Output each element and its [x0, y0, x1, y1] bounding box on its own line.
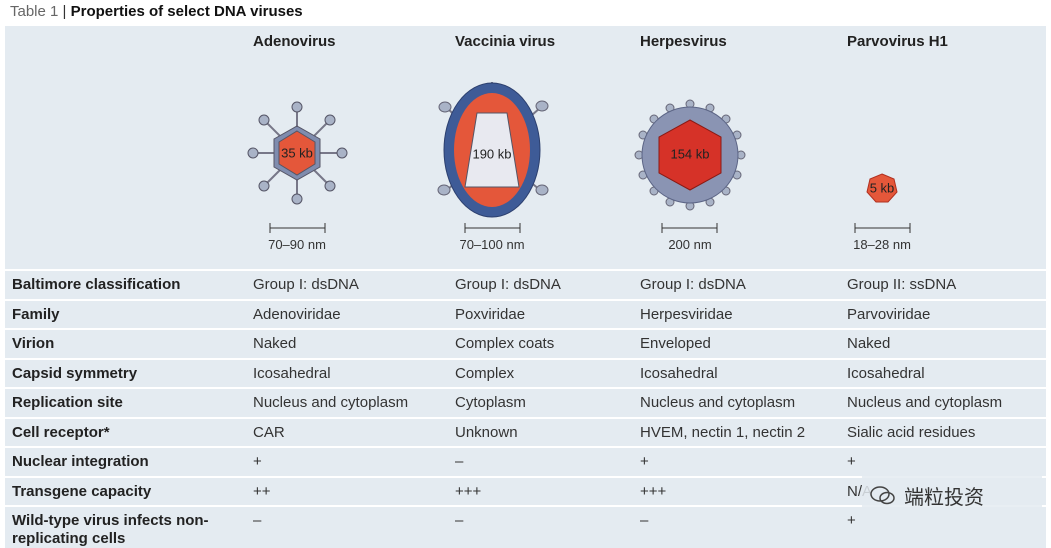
- table-cell: Icosahedral: [253, 364, 331, 382]
- table-row: Virion Naked Complex coats Enveloped Naked: [5, 328, 1046, 358]
- table-cell: +: [847, 453, 856, 470]
- table-cell: Complex coats: [455, 335, 555, 352]
- table-cell: Cytoplasm: [455, 394, 526, 411]
- row-label: Capsid symmetry: [12, 364, 138, 382]
- scale-label: 70–100 nm: [459, 237, 525, 252]
- column-header: Parvovirus H1: [847, 33, 948, 50]
- table-cell: Naked: [847, 335, 891, 352]
- table-cell: Enveloped: [640, 335, 711, 352]
- table-cell: Nucleus and cytoplasm: [253, 394, 409, 411]
- table-cell: Poxviridae: [455, 305, 526, 323]
- scale-label: 200 nm: [668, 237, 712, 252]
- genome-size: 35 kb: [281, 145, 313, 160]
- genome-size: 154 kb: [670, 146, 709, 161]
- table-cell: Icosahedral: [847, 364, 925, 382]
- table-cell: –: [455, 512, 464, 529]
- table-cell: Sialic acid residues: [847, 423, 976, 441]
- table-cell: +: [253, 453, 262, 470]
- table-cell: Group I: dsDNA: [253, 276, 359, 293]
- table-cell: +: [640, 453, 649, 470]
- table-title: Table 1 | Properties of select DNA virus…: [10, 3, 303, 20]
- table-cell: Nucleus and cytoplasm: [640, 394, 796, 411]
- table-cell: Complex: [455, 364, 515, 382]
- illustrations: 35 kb 190 kb 154 kb 5 kb: [247, 82, 911, 233]
- table-row: Cell receptor* CAR Unknown HVEM, nectin 1, …: [5, 416, 1046, 447]
- table-cell: Group I: dsDNA: [455, 276, 561, 293]
- column-header: Herpesvirus: [640, 33, 727, 50]
- column-header: Adenovirus: [253, 33, 336, 50]
- table-cell: HVEM, nectin 1, nectin 2: [640, 423, 806, 441]
- title-text: Properties of select DNA viruses: [70, 3, 303, 20]
- table-cell: –: [455, 453, 464, 470]
- table-cell: Group I: dsDNA: [640, 276, 746, 293]
- table-cell: +++: [455, 482, 482, 500]
- table-cell: Unknown: [455, 423, 518, 441]
- watermark: 端粒投资: [862, 475, 1042, 515]
- table-row: Transgene capacity ++ +++ +++ N/A: [5, 475, 1046, 506]
- table-label: Table 1: [10, 3, 59, 20]
- table-cell: –: [253, 512, 262, 529]
- table-cell: Parvoviridae: [847, 305, 931, 323]
- table-cell: ++: [253, 482, 271, 500]
- table-cell: –: [640, 512, 649, 529]
- row-label: Transgene capacity: [12, 482, 152, 500]
- table-row: Baltimore classification Group I: dsDNA Gr…: [5, 269, 1046, 299]
- table-row: Family Adenoviridae Poxviridae Herpesvirida…: [5, 298, 1046, 329]
- column-header: Vaccinia virus: [455, 33, 556, 50]
- row-label: Family: [12, 305, 60, 323]
- genome-size: 5 kb: [870, 180, 895, 195]
- watermark-text: 端粒投资: [904, 486, 984, 509]
- table-cell: CAR: [253, 423, 285, 441]
- herpesvirus-drawing: [634, 99, 746, 211]
- table-row: Capsid symmetry Icosahedral Complex Icosahe…: [5, 357, 1046, 388]
- wechat-icon: [870, 486, 895, 505]
- table-cell: +++: [640, 482, 667, 500]
- table-cell: Nucleus and cytoplasm: [847, 394, 1003, 411]
- table-cell: +: [847, 512, 856, 529]
- adenovirus-drawing: [247, 101, 348, 205]
- parvovirus-drawing: [866, 173, 898, 203]
- vaccinia-drawing: [437, 82, 549, 218]
- genome-size: 190 kb: [472, 146, 511, 161]
- scale-bars: [269, 223, 911, 233]
- row-label: Virion: [12, 335, 55, 352]
- table-cell: Adenoviridae: [253, 305, 341, 323]
- table-cell: Naked: [253, 335, 297, 352]
- row-label: Wild-type virus infects non-replicating …: [12, 512, 209, 547]
- table-cell: Icosahedral: [640, 364, 718, 382]
- table-cell: Group II: ssDNA: [847, 276, 957, 293]
- row-label: Nuclear integration: [12, 453, 149, 470]
- scale-label: 70–90 nm: [268, 237, 326, 252]
- table-row: Wild-type virus infects non-replicating …: [5, 505, 1046, 548]
- row-label: Cell receptor*: [12, 423, 110, 441]
- table-cell: Herpesviridae: [640, 305, 733, 323]
- scale-label: 18–28 nm: [853, 237, 911, 252]
- row-label: Replication site: [12, 394, 123, 411]
- table-row: Replication site Nucleus and cytoplasm Cyt…: [5, 387, 1046, 417]
- table-row: Nuclear integration + – + +: [5, 446, 1046, 476]
- row-label: Baltimore classification: [12, 276, 181, 293]
